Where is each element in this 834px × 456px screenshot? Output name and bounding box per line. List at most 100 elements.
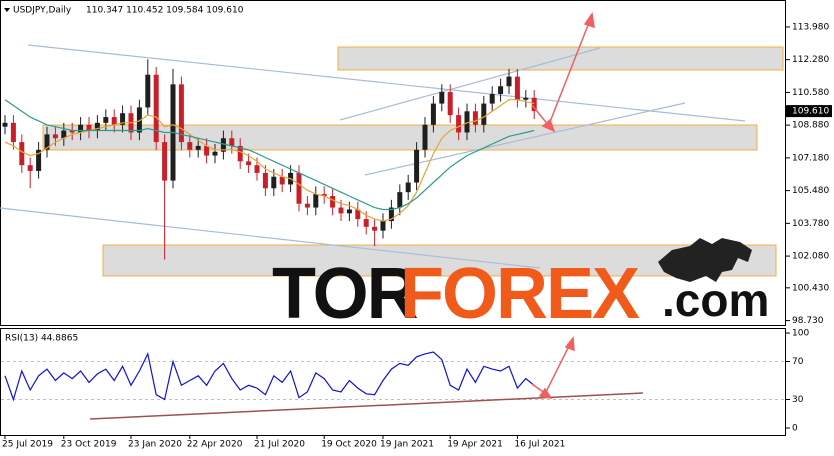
candle-body [246,161,252,166]
candle-body [330,196,336,208]
candle-body [145,74,151,108]
candle-body [531,97,537,112]
y-tick-label: 107.180 [792,153,829,163]
rsi-panel [0,328,786,436]
plot: 113.980 112.280 110.580 108.880 107.180 105.4… [1,22,832,450]
candle-body [136,107,142,133]
candle-body [78,124,84,133]
menu-arrow[interactable] [4,8,10,12]
y-tick-label: 98.730 [792,316,824,326]
candle-body [212,151,218,156]
trend-line [339,47,601,121]
candle-body [2,122,8,127]
y-tick-label: 102.080 [792,252,829,262]
candle-body [27,165,33,171]
candle-body [254,165,260,173]
x-tick-label: 16 Jul 2021 [514,440,565,450]
arrowhead [538,387,553,400]
trend-line [27,44,746,122]
y-tick-label: 108.880 [792,121,829,131]
y-tick-label: 100 [792,329,809,339]
candle-body [363,219,369,227]
candle-body [523,97,529,100]
arrow [547,19,591,128]
main-panel [0,0,786,326]
logo-forex: FOREX [400,254,640,334]
y-tick-label: 100.430 [792,283,829,293]
candle-body [489,93,495,104]
candle-body [514,76,520,100]
candle-body [422,124,428,150]
candle-body [296,172,302,204]
candle-body [346,209,352,214]
arrowhead [541,118,556,133]
candle-body [397,192,403,208]
candle-body [321,194,327,197]
x-tick-label: 19 Oct 2020 [321,440,377,450]
y-tick-label: 112.280 [792,55,829,65]
moving-average [4,99,535,211]
candle-body [86,124,92,131]
x-tick-label: 23 Jan 2020 [128,440,182,450]
candle-body [271,176,277,189]
candle-body [52,134,58,139]
candle-body [439,92,445,104]
x-tick-label: 21 Jul 2020 [254,440,305,450]
candle-body [279,176,285,185]
candle-body [430,103,436,125]
candle-body [61,130,67,139]
x-tick-label: 19 Jan 2021 [380,440,434,450]
candle-body [178,84,184,143]
candle-body [237,145,243,162]
candle-body [338,207,344,214]
candle-body [19,142,25,166]
candle-body [187,142,193,150]
candle-body [103,117,109,123]
x-tick-label: 25 Jul 2019 [2,440,53,450]
candle-body [447,92,453,116]
symbol-title: USDJPY,Daily [13,6,72,16]
arrowhead [583,12,595,29]
candle-body [405,182,411,193]
forecast-arrows [89,12,644,420]
candle-body [120,113,126,125]
candle-body [472,111,478,125]
x-tick-label: 23 Oct 2019 [61,440,117,450]
support-zone [42,124,758,151]
y-tick-label: 0 [792,423,798,433]
y-tick-label: 113.980 [792,22,829,32]
y-tick-label: 30 [792,395,804,405]
logo-com: .com [662,274,769,326]
candle-body [304,203,310,208]
candle-body [162,142,168,181]
candle-body [69,130,75,133]
candle-body [456,115,462,133]
logo-tor: TOR [272,254,418,334]
last-price-label: 109.610 [792,107,829,117]
y-tick-label: 105.480 [792,186,829,196]
candle-body [388,207,394,222]
y-tick-label: 70 [792,357,804,367]
bull-icon [658,238,752,282]
candle-body [506,76,512,87]
candle-body [481,103,487,125]
x-tick-label: 19 Apr 2021 [447,440,503,450]
candle-body [498,86,504,94]
trend-line [0,207,541,269]
candle-body [94,122,100,131]
arrowhead [564,336,575,352]
candle-body [36,149,42,171]
candle-body [10,122,16,143]
logo: TOR FOREX .com [272,238,769,334]
candle-body [204,145,210,156]
moving-average [4,99,535,222]
candle-body [355,209,361,220]
candle-body [380,221,386,231]
candle-body [464,111,470,133]
candle-body [111,117,117,125]
candle-body [153,74,159,143]
rsi-title: RSI(13) 44.8865 [5,334,78,344]
rsi-line [4,351,535,402]
candle-body [313,194,319,208]
